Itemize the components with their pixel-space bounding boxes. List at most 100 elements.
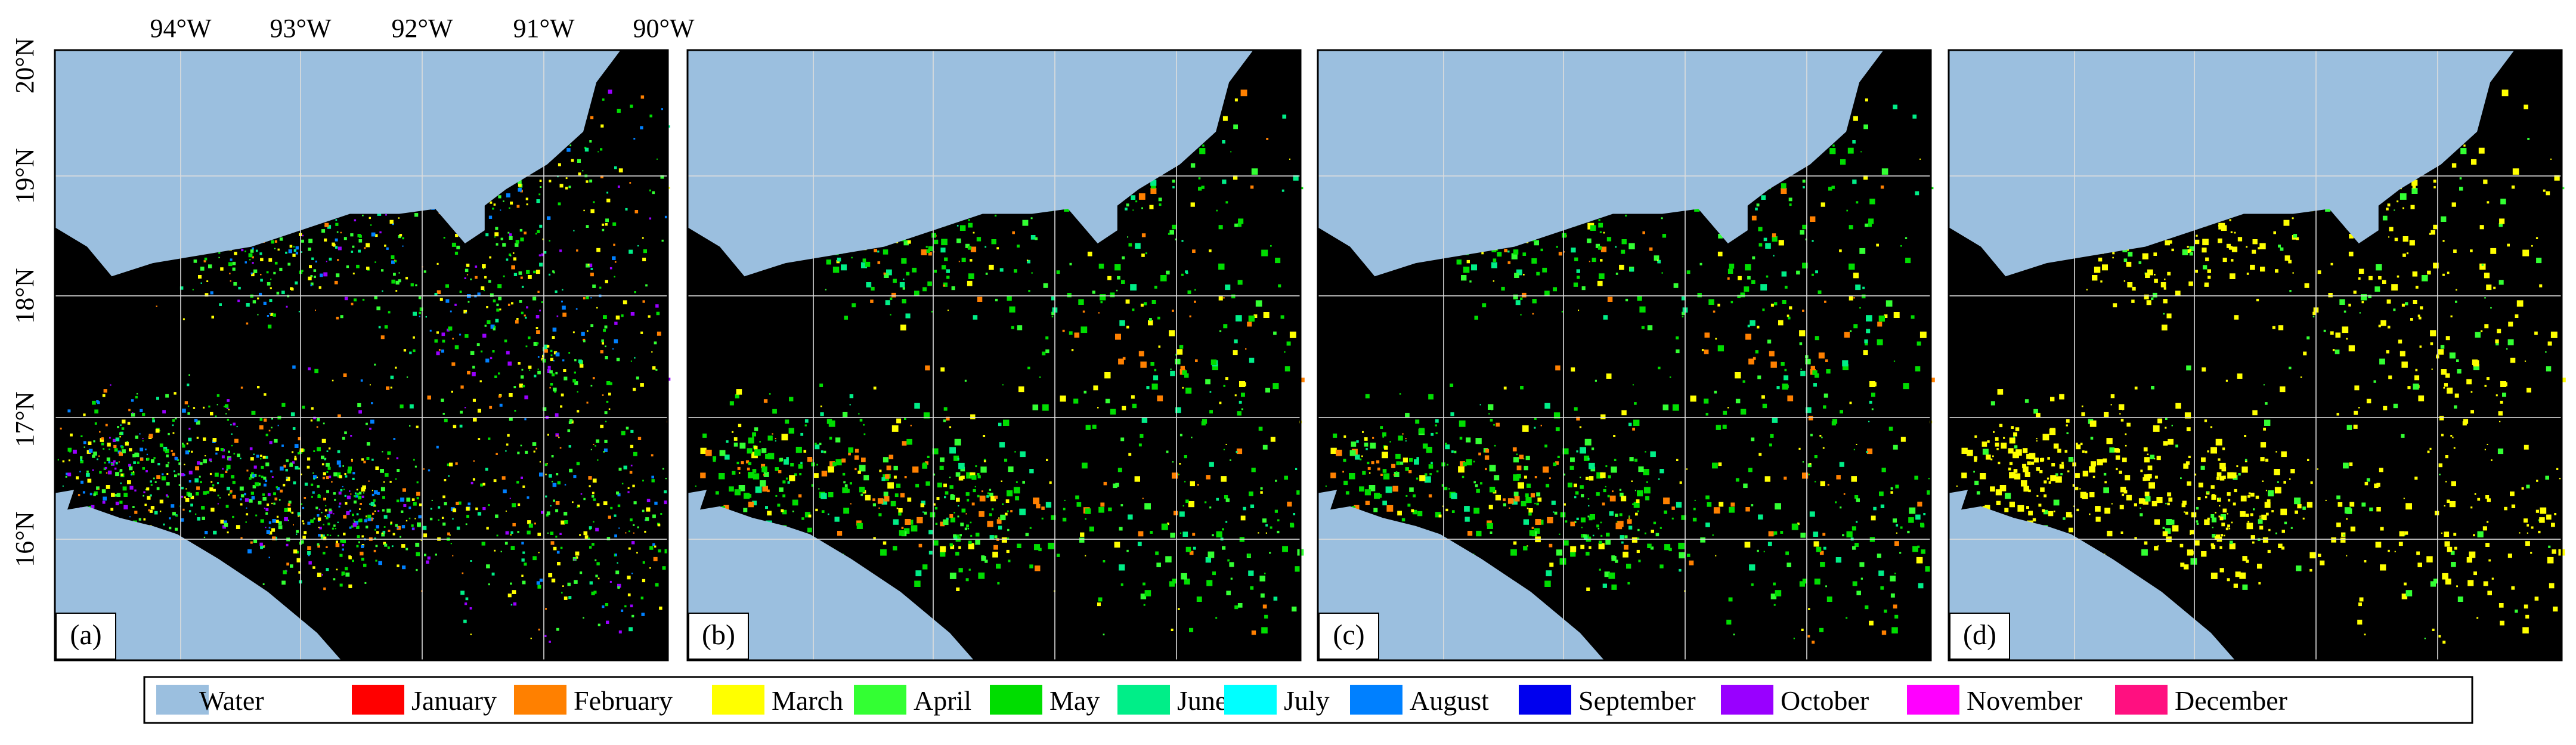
pixel-cluster [1634, 402, 1637, 405]
pixel-cluster [926, 246, 928, 248]
pixel-cluster [1290, 524, 1295, 528]
pixel-cluster [2499, 603, 2504, 608]
pixel-cluster [815, 509, 818, 511]
pixel-cluster [2198, 497, 2201, 500]
pixel-cluster [609, 409, 611, 410]
pixel-cluster [936, 523, 938, 525]
pixel-cluster [1718, 345, 1724, 351]
pixel-cluster [741, 461, 744, 464]
pixel-cluster [273, 272, 275, 274]
pixel-cluster [307, 551, 311, 555]
pixel-cluster [174, 471, 175, 472]
pixel-cluster [1457, 259, 1462, 264]
pixel-cluster [583, 210, 584, 211]
pixel-cluster [151, 484, 153, 486]
pixel-cluster [200, 481, 202, 483]
pixel-cluster [310, 285, 312, 286]
pixel-cluster [332, 528, 334, 530]
pixel-cluster [466, 312, 467, 313]
pixel-cluster [2553, 607, 2558, 611]
pixel-cluster [351, 460, 353, 462]
pixel-cluster [1719, 502, 1723, 507]
pixel-cluster [106, 424, 108, 426]
pixel-cluster [288, 503, 291, 506]
pixel-cluster [307, 546, 311, 551]
pixel-cluster [345, 567, 348, 570]
pixel-cluster [1269, 552, 1271, 554]
pixel-cluster [1048, 543, 1054, 549]
pixel-cluster [616, 316, 620, 320]
pixel-cluster [369, 428, 371, 430]
pixel-cluster [1761, 395, 1765, 399]
pixel-cluster [1372, 437, 1374, 439]
pixel-cluster [2125, 434, 2127, 435]
pixel-cluster [1172, 225, 1176, 230]
pixel-cluster [1891, 627, 1898, 633]
pixel-cluster [971, 247, 976, 252]
pixel-cluster [928, 530, 933, 534]
pixel-cluster [1693, 518, 1696, 521]
pixel-cluster [1202, 419, 1207, 423]
pixel-cluster [352, 478, 355, 480]
pixel-cluster [1853, 582, 1857, 586]
pixel-cluster [1179, 511, 1185, 517]
pixel-cluster [1193, 547, 1196, 550]
pixel-cluster [1343, 459, 1346, 462]
pixel-cluster [80, 435, 82, 437]
pixel-cluster [1880, 586, 1884, 590]
pixel-cluster [635, 210, 639, 214]
pixel-cluster [1084, 391, 1087, 394]
pixel-cluster [1260, 491, 1262, 493]
pixel-cluster [317, 573, 321, 577]
pixel-cluster [943, 285, 945, 286]
pixel-cluster [1033, 497, 1039, 504]
pixel-cluster [1126, 299, 1130, 304]
pixel-cluster [538, 629, 540, 630]
pixel-cluster [1210, 391, 1212, 393]
pixel-cluster [447, 533, 450, 536]
pixel-cluster [1608, 573, 1615, 579]
pixel-cluster [1801, 369, 1802, 370]
pixel-cluster [591, 385, 593, 387]
pixel-cluster [252, 248, 254, 250]
pixel-cluster [1476, 438, 1482, 444]
pixel-cluster [857, 523, 863, 529]
pixel-cluster [1723, 411, 1727, 415]
pixel-cluster [2249, 493, 2251, 495]
pixel-cluster [1852, 528, 1854, 531]
pixel-cluster [614, 534, 617, 537]
pixel-cluster [1736, 478, 1739, 482]
pixel-cluster [1205, 379, 1210, 385]
pixel-cluster [2543, 190, 2546, 192]
pixel-cluster [336, 541, 338, 543]
pixel-cluster [785, 419, 789, 423]
pixel-cluster [1658, 478, 1660, 480]
pixel-cluster [448, 326, 453, 330]
pixel-cluster [1223, 297, 1224, 298]
pixel-cluster [302, 235, 304, 237]
pixel-cluster [541, 301, 543, 303]
pixel-cluster [145, 470, 148, 472]
pixel-cluster [700, 472, 705, 478]
pixel-cluster [569, 419, 572, 422]
pixel-cluster [261, 520, 264, 523]
pixel-cluster [364, 582, 366, 584]
pixel-cluster [339, 491, 342, 494]
pixel-cluster [1520, 386, 1524, 389]
pixel-cluster [556, 628, 559, 631]
pixel-cluster [958, 546, 961, 549]
pixel-cluster [1035, 237, 1038, 240]
pixel-cluster [1767, 339, 1771, 343]
pixel-cluster [354, 521, 355, 522]
pixel-cluster [1608, 475, 1611, 478]
pixel-cluster [921, 503, 925, 508]
pixel-cluster [353, 273, 355, 274]
pixel-cluster [1293, 513, 1295, 515]
pixel-cluster [249, 259, 251, 261]
pixel-cluster [394, 259, 395, 261]
pixel-cluster [1678, 543, 1685, 549]
pixel-cluster [1723, 425, 1727, 429]
pixel-cluster [319, 286, 321, 289]
pixel-cluster [314, 276, 316, 278]
pixel-cluster [1261, 593, 1265, 598]
